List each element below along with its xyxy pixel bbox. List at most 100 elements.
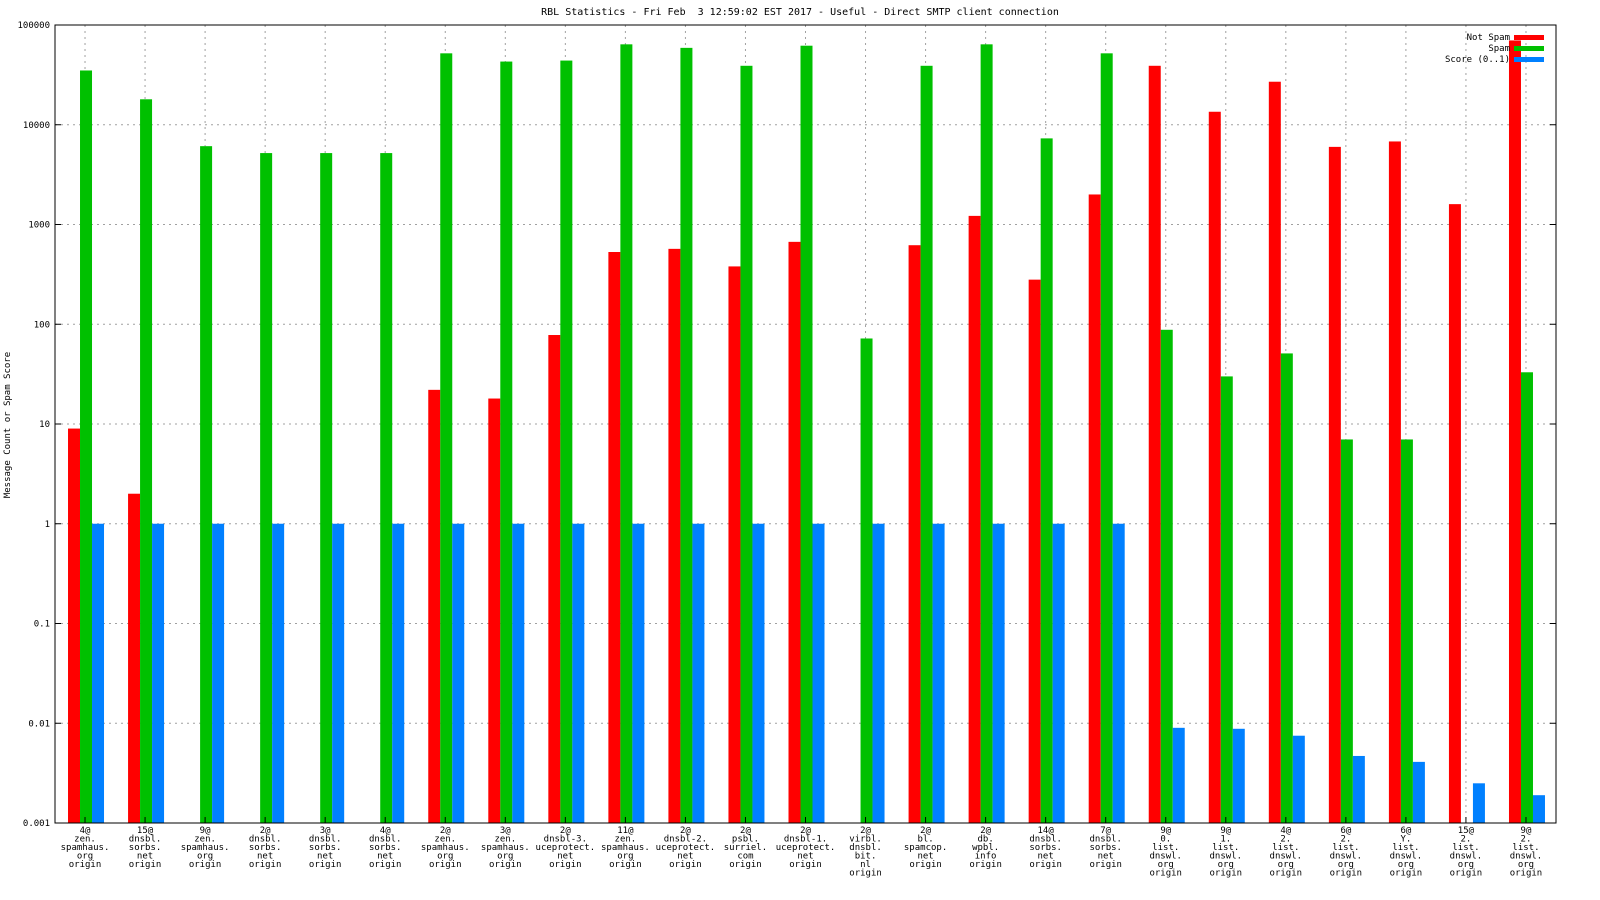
x-category-line: info xyxy=(975,852,997,862)
x-category-label: 2@ dnsbl-3. uceprotect. net origin xyxy=(536,826,596,870)
x-category-label: 15@ dnsbl. sorbs. net origin xyxy=(129,826,162,870)
bar-not-spam xyxy=(1328,146,1341,824)
x-category-line: org xyxy=(1278,860,1294,870)
x-category-line: origin xyxy=(789,860,822,870)
x-category-line: zen. xyxy=(74,835,96,845)
x-category-line: dnswl. xyxy=(1390,852,1423,862)
x-category-line: origin xyxy=(1390,869,1423,879)
bar-spam xyxy=(860,338,873,823)
x-category-label: 4@ 2. list. dnswl. org origin xyxy=(1270,826,1303,879)
x-category-line: net xyxy=(917,852,933,862)
bar-not-spam xyxy=(1268,81,1281,824)
x-category-line: origin xyxy=(1450,869,1483,879)
x-category-line: dnsbl. xyxy=(309,835,342,845)
x-category-line: org xyxy=(617,852,633,862)
bar-score-0-1 xyxy=(1532,795,1545,823)
x-category-line: list. xyxy=(1392,843,1419,853)
bar-not-spam xyxy=(1208,111,1221,823)
bar-spam xyxy=(620,44,633,823)
x-category-line: surriel. xyxy=(724,843,767,853)
bar-spam xyxy=(680,47,693,823)
y-tick-label: 100 xyxy=(34,320,50,330)
bar-score-0-1 xyxy=(1052,523,1065,823)
legend-swatch xyxy=(1514,35,1544,40)
x-category-line: 7@ xyxy=(1100,826,1111,836)
x-category-line: dnsbl. xyxy=(849,843,882,853)
x-category-line: 4@ xyxy=(380,826,391,836)
x-category-label: 9@ 2. list. dnswl. org origin xyxy=(1510,826,1543,879)
bars-layer xyxy=(68,40,1545,824)
x-category-line: org xyxy=(1398,860,1414,870)
bar-not-spam xyxy=(1148,65,1161,823)
bar-score-0-1 xyxy=(92,523,105,823)
x-category-line: uceprotect. xyxy=(536,843,596,853)
bar-spam xyxy=(1520,372,1533,823)
bar-score-0-1 xyxy=(1472,783,1485,823)
x-category-line: bit. xyxy=(855,852,877,862)
x-category-line: 2@ xyxy=(440,826,451,836)
bar-not-spam xyxy=(68,428,81,823)
x-category-line: net xyxy=(1098,852,1114,862)
x-category-label: 2@ zen. spamhaus. org origin xyxy=(421,826,470,870)
bar-spam xyxy=(740,65,753,823)
x-category-label: 6@ Y. list. dnswl. org origin xyxy=(1390,826,1423,879)
x-category-line: net xyxy=(677,852,693,862)
x-category-line: uceprotect. xyxy=(776,843,836,853)
x-category-label: 2@ dnsbl-2. uceprotect. net origin xyxy=(656,826,716,870)
bar-spam xyxy=(980,44,993,823)
x-category-line: list. xyxy=(1332,843,1359,853)
x-category-label: 2@ dnsbl-1. uceprotect. net origin xyxy=(776,826,836,870)
x-category-line: dnswl. xyxy=(1510,852,1543,862)
x-category-label: 9@ 0. list. dnswl. org origin xyxy=(1149,826,1182,879)
x-category-line: 14@ xyxy=(1038,826,1055,836)
x-category-line: list. xyxy=(1152,843,1179,853)
x-category-line: 2. xyxy=(1521,835,1532,845)
legend-label: Not Spam xyxy=(1467,33,1510,43)
x-category-line: dnswl. xyxy=(1210,852,1243,862)
x-category-line: 4@ xyxy=(1280,826,1291,836)
x-category-line: 2@ xyxy=(260,826,271,836)
x-category-line: origin xyxy=(849,869,882,879)
x-category-line: origin xyxy=(729,860,762,870)
bar-not-spam xyxy=(668,248,681,823)
x-category-line: 9@ xyxy=(200,826,211,836)
x-category-line: 9@ xyxy=(1220,826,1231,836)
x-category-line: 2@ xyxy=(980,826,991,836)
x-category-line: origin xyxy=(69,860,102,870)
x-category-label: 4@ dnsbl. sorbs. net origin xyxy=(369,826,402,870)
y-tick-label: 0.01 xyxy=(28,719,50,729)
x-category-line: org xyxy=(497,852,513,862)
x-category-line: org xyxy=(1518,860,1534,870)
x-category-line: net xyxy=(557,852,573,862)
x-category-line: uceprotect. xyxy=(656,843,716,853)
x-category-line: 2. xyxy=(1280,835,1291,845)
x-category-label: 2@ virbl. dnsbl. bit. nl origin xyxy=(849,826,882,879)
x-category-line: 2. xyxy=(1461,835,1472,845)
x-category-line: 9@ xyxy=(1521,826,1532,836)
x-category-line: 1. xyxy=(1220,835,1231,845)
bar-not-spam xyxy=(968,215,981,823)
x-category-label: 15@ 2. list. dnswl. org origin xyxy=(1450,826,1483,879)
x-category-line: bl. xyxy=(917,835,933,845)
x-category-line: Y. xyxy=(1400,835,1411,845)
bar-score-0-1 xyxy=(1232,728,1245,823)
bar-spam xyxy=(140,99,153,824)
x-category-line: 6@ xyxy=(1340,826,1351,836)
x-category-label: 7@ dnsbl. sorbs. net origin xyxy=(1089,826,1122,870)
x-category-line: 15@ xyxy=(1458,826,1475,836)
bar-score-0-1 xyxy=(272,523,285,823)
x-category-line: origin xyxy=(249,860,282,870)
bar-score-0-1 xyxy=(512,523,525,823)
bar-score-0-1 xyxy=(752,523,765,823)
bar-spam xyxy=(1220,376,1233,823)
x-category-line: list. xyxy=(1512,843,1539,853)
x-category-line: 3@ xyxy=(500,826,511,836)
x-category-label: 9@ zen. spamhaus. org origin xyxy=(181,826,230,870)
bar-spam xyxy=(800,45,813,824)
y-axis-label: Message Count or Spam Score xyxy=(3,352,13,498)
x-category-line: net xyxy=(377,852,393,862)
x-category-line: zen. xyxy=(615,835,637,845)
chart-title: RBL Statistics - Fri Feb 3 12:59:02 EST … xyxy=(541,7,1059,18)
